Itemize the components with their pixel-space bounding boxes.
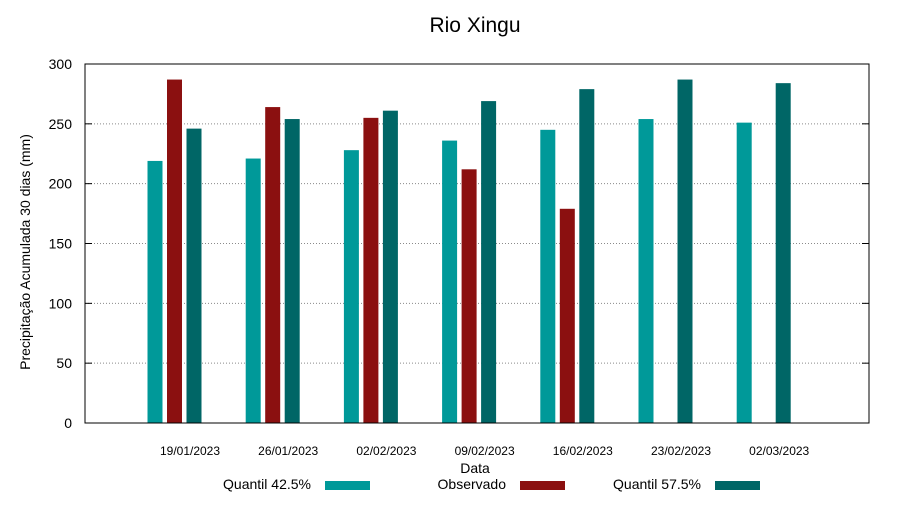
x-tick-label: 26/01/2023 [258, 444, 318, 458]
y-tick-label: 150 [49, 236, 73, 252]
legend-swatch [520, 481, 565, 490]
legend-label: Quantil 42.5% [223, 476, 311, 492]
legend-swatch [325, 481, 370, 490]
y-ticks: 0 50 100 150 200 250 300 [49, 56, 869, 431]
bar-quantil-57-5--0 [186, 128, 202, 423]
bar-quantil-42-5--5 [638, 119, 654, 424]
y-tick-label: 0 [64, 415, 72, 431]
bar-observado-2 [363, 117, 379, 423]
bar-quantil-57-5--3 [481, 101, 497, 423]
bar-quantil-42-5--0 [147, 160, 163, 423]
bar-observado-3 [461, 169, 477, 423]
y-tick-label: 100 [49, 295, 73, 311]
bar-quantil-57-5--4 [579, 89, 595, 423]
bar-observado-0 [167, 79, 182, 423]
bar-observado-1 [265, 107, 281, 423]
bars-layer [147, 79, 791, 424]
legend: Quantil 42.5% Observado Quantil 57.5% [223, 476, 760, 492]
y-tick-label: 200 [49, 176, 73, 192]
legend-label: Observado [438, 476, 507, 492]
y-tick-label: 50 [56, 355, 72, 371]
x-axis-label: Data [460, 460, 490, 476]
legend-swatch [715, 481, 760, 490]
x-tick-label: 09/02/2023 [455, 444, 515, 458]
bar-quantil-57-5--5 [677, 79, 693, 423]
y-tick-label: 250 [49, 116, 73, 132]
legend-label: Quantil 57.5% [613, 476, 701, 492]
bar-quantil-57-5--1 [284, 119, 300, 424]
x-ticks: 19/01/2023 26/01/2023 02/02/2023 09/02/2023… [160, 444, 810, 458]
bar-observado-4 [559, 208, 575, 423]
bar-quantil-42-5--3 [442, 140, 458, 423]
x-tick-label: 23/02/2023 [651, 444, 711, 458]
chart-title: Rio Xingu [429, 14, 520, 37]
bar-quantil-57-5--6 [775, 83, 791, 423]
bar-quantil-42-5--1 [245, 158, 261, 423]
y-axis-label: Precipitação Acumulada 30 dias (mm) [17, 134, 33, 370]
bar-quantil-42-5--2 [343, 150, 359, 423]
bar-quantil-57-5--2 [382, 110, 398, 424]
bar-quantil-42-5--4 [540, 129, 556, 424]
y-tick-label: 300 [49, 56, 73, 72]
x-tick-label: 16/02/2023 [553, 444, 613, 458]
x-tick-label: 19/01/2023 [160, 444, 220, 458]
x-tick-label: 02/03/2023 [749, 444, 809, 458]
x-tick-label: 02/02/2023 [356, 444, 416, 458]
bar-quantil-42-5--6 [736, 122, 752, 424]
